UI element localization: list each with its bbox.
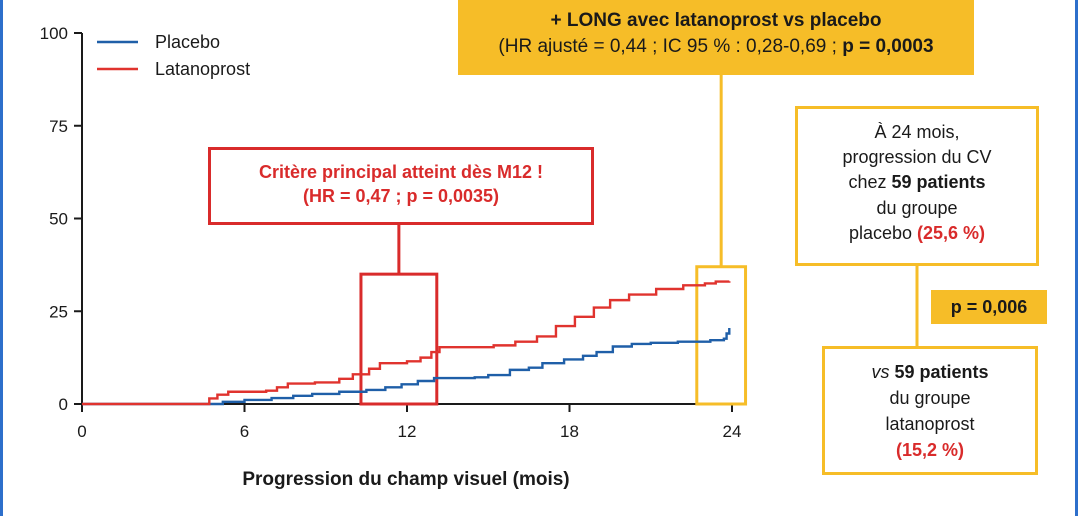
y-tick-label: 25: [49, 302, 68, 321]
x-axis-label: Progression du champ visuel (mois): [242, 469, 569, 490]
placebo-series-line: [82, 327, 731, 406]
m24-highlight-box: [695, 265, 748, 406]
m12-highlight-box: [359, 272, 439, 406]
top-box-line2-prefix: (HR ajusté = 0,44 ; IC 95 % : 0,28-0,69 …: [498, 35, 843, 57]
latano-box-percent: (15,2 %): [895, 440, 965, 461]
placebo-box-line4: du groupe: [876, 197, 958, 218]
latano-box-line2: du groupe: [889, 388, 971, 409]
primary-endpoint-line2: (HR = 0,47 ; p = 0,0035): [302, 186, 500, 207]
placebo-box-line3: chez 59 patients: [798, 170, 1036, 195]
placebo-box-line5: placebo (25,6 %): [798, 221, 1036, 246]
x-tick-label: 24: [723, 422, 742, 441]
placebo-box-line1: À 24 mois,: [874, 122, 960, 142]
p-value-badge: p = 0,006: [931, 290, 1047, 324]
top-box-p-value: p = 0,0003: [842, 35, 934, 57]
latano-box-line3: latanoprost: [885, 414, 975, 435]
placebo-box-count: 59 patients: [891, 172, 986, 193]
chart-axes: 0 25 50 75 100 0 6 12 18 24: [40, 24, 742, 441]
latanoprost-legend-label: Latanoprost: [155, 59, 250, 79]
latanoprost-result-box: vs 59 patients du groupe latanoprost (15…: [822, 346, 1038, 475]
chart-legend: Placebo Latanoprost: [97, 32, 250, 79]
top-box-line2: (HR ajusté = 0,44 ; IC 95 % : 0,28-0,69 …: [458, 34, 974, 60]
placebo-legend-label: Placebo: [155, 32, 220, 52]
placebo-box-percent: (25,6 %): [917, 222, 986, 243]
top-box-line1: + LONG avec latanoprost vs placebo: [550, 10, 882, 31]
right-border: [1075, 0, 1078, 516]
x-tick-label: 18: [560, 422, 579, 441]
y-tick-label: 0: [59, 395, 68, 414]
y-tick-label: 50: [49, 210, 68, 229]
primary-endpoint-line1: Critère principal atteint dès M12 !: [258, 162, 544, 182]
annotation-connectors: [397, 75, 919, 346]
y-tick-label: 75: [49, 117, 68, 136]
placebo-box-line3-prefix: chez: [848, 172, 892, 193]
p-value-text: p = 0,006: [950, 297, 1028, 317]
primary-endpoint-box: Critère principal atteint dès M12 ! (HR …: [208, 147, 594, 225]
chart-series: [82, 280, 731, 406]
x-tick-label: 0: [77, 422, 86, 441]
placebo-box-line5-prefix: placebo: [848, 222, 918, 243]
left-border: [0, 0, 3, 516]
latano-box-vs: vs: [871, 362, 890, 382]
placebo-box-line2: progression du CV: [842, 147, 992, 168]
top-result-box: + LONG avec latanoprost vs placebo (HR a…: [458, 0, 974, 75]
latano-box-count: 59 patients: [894, 362, 989, 382]
x-tick-label: 12: [398, 422, 417, 441]
y-tick-label: 100: [40, 24, 68, 43]
latanoprost-series-line: [82, 280, 731, 406]
latano-box-line1: vs 59 patients: [825, 359, 1035, 385]
placebo-result-box: À 24 mois, progression du CV chez 59 pat…: [795, 106, 1039, 266]
x-tick-label: 6: [240, 422, 249, 441]
